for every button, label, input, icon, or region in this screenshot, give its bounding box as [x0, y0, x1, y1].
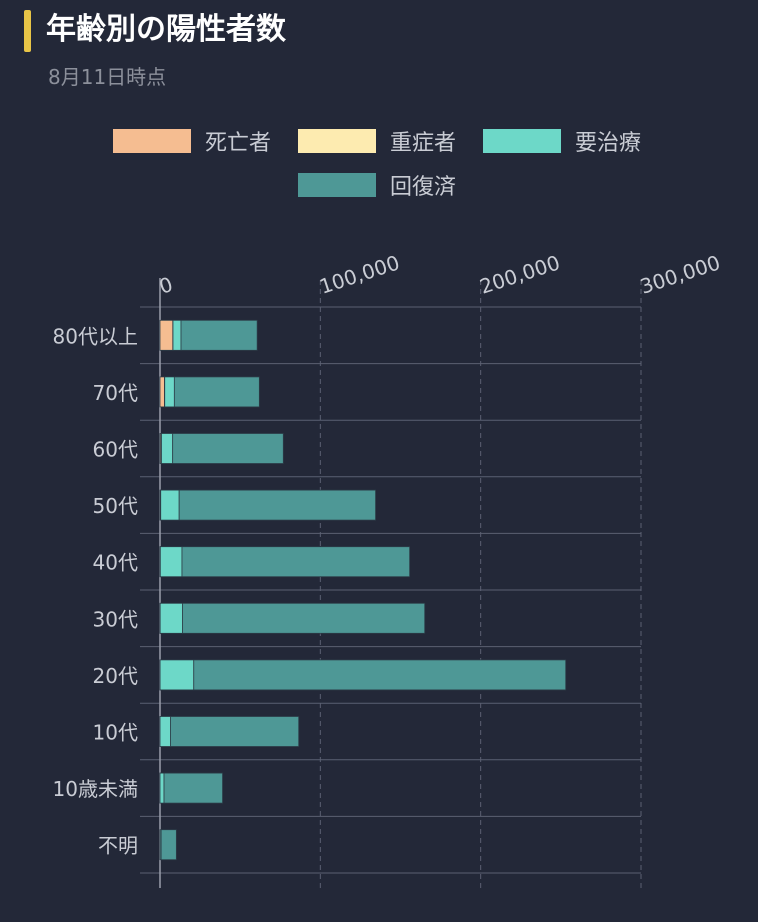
bar-segment-recovered: [182, 602, 426, 634]
bar-segment-recovered: [181, 546, 411, 578]
bar-segment-treatment: [159, 659, 195, 691]
bar-segment-treatment: [159, 602, 184, 634]
bar-segment-recovered: [170, 716, 300, 747]
category-label: 40代: [93, 551, 138, 575]
bar-segment-treatment: [159, 716, 171, 747]
legend-swatch-severe: [298, 129, 376, 153]
legend-swatch-treatment: [483, 129, 561, 153]
legend-label-treatment: 要治療: [575, 131, 642, 156]
bar-segment-treatment: [159, 772, 165, 804]
legend-label-death: 死亡者: [205, 131, 272, 156]
legend-label-severe: 重症者: [390, 131, 457, 156]
bar-segment-recovered: [178, 489, 376, 521]
category-label: 20代: [93, 664, 138, 688]
legend-item-death[interactable]: 死亡者: [113, 126, 271, 156]
chart-title: 年齢別の陽性者数: [46, 12, 286, 47]
x-tick-label: 300,000: [637, 250, 723, 298]
category-label: 50代: [93, 494, 138, 518]
category-label: 70代: [93, 381, 138, 405]
legend-item-severe[interactable]: 重症者: [298, 126, 456, 156]
category-label: 10代: [93, 721, 138, 745]
bar-segment-recovered: [193, 659, 567, 691]
legend: 死亡者 重症者 要治療 回復済: [0, 126, 758, 206]
category-label: 80代以上: [53, 324, 138, 348]
category-label: 10歳未満: [53, 777, 138, 801]
legend-label-recovered: 回復済: [390, 175, 457, 200]
bar-segment-death: [159, 376, 165, 408]
legend-item-recovered[interactable]: 回復済: [298, 170, 456, 200]
legend-item-treatment[interactable]: 要治療: [483, 126, 641, 156]
bar-segment-recovered: [172, 433, 284, 464]
title-accent-bar: [24, 10, 31, 52]
bar-segment-recovered: [163, 772, 223, 804]
bar-segment-treatment: [164, 376, 175, 408]
chart-subtitle: 8月11日時点: [48, 65, 167, 89]
category-label: 不明: [98, 834, 138, 858]
x-tick-label: 200,000: [477, 250, 563, 298]
legend-swatch-death: [113, 129, 191, 153]
bar-segment-treatment: [160, 489, 180, 521]
bar-segment-recovered: [173, 376, 260, 408]
category-label: 30代: [93, 607, 138, 631]
legend-swatch-recovered: [298, 173, 376, 197]
x-tick-label: 0: [156, 272, 176, 299]
category-label: 60代: [93, 438, 138, 462]
bar-segment-death: [159, 319, 174, 351]
x-tick-label: 100,000: [316, 250, 402, 298]
bar-segment-treatment: [161, 433, 174, 464]
bar-segment-treatment: [172, 319, 182, 351]
bar-segment-treatment: [159, 546, 183, 578]
bar-segment-recovered: [180, 319, 258, 351]
bar-segment-recovered: [160, 829, 177, 861]
